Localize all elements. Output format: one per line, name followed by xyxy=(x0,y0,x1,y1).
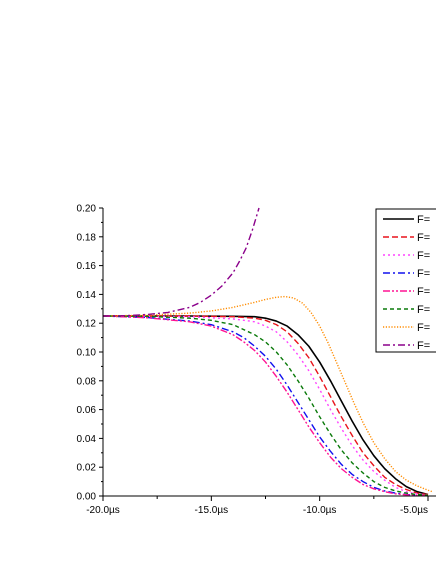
y-tick-label: 0.10 xyxy=(77,348,97,359)
series-line-4 xyxy=(102,315,429,497)
x-tick-label: -20.0µs xyxy=(86,505,120,516)
legend: F= F= F= F= F= F= F= F= xyxy=(375,208,436,353)
y-tick-label: 0.16 xyxy=(77,261,97,272)
legend-label-5: F= xyxy=(417,286,430,298)
legend-label-2: F= xyxy=(417,232,430,244)
series-line-2 xyxy=(103,315,429,496)
x-tick-label: -15.0µs xyxy=(195,505,229,516)
y-axis-ticks: 0.00 0.02 0.04 0.06 0.08 0.10 0.12 0.14 0.16 0.18… xyxy=(77,204,103,503)
series-line-5 xyxy=(102,315,429,497)
series-line-6 xyxy=(102,315,429,496)
y-tick-label: 0.04 xyxy=(77,434,97,445)
legend-label-3: F= xyxy=(417,250,430,262)
legend-label-6: F= xyxy=(417,304,430,316)
y-tick-label: 0.20 xyxy=(77,204,97,215)
y-tick-label: 0.12 xyxy=(77,319,97,330)
legend-label-7: F= xyxy=(417,322,430,334)
legend-items: F= F= F= F= F= F= F= F= xyxy=(383,214,430,352)
x-tick-label: -5.0µs xyxy=(400,505,428,516)
legend-label-1: F= xyxy=(417,214,430,226)
x-tick-label: -10.0µs xyxy=(303,505,337,516)
legend-box xyxy=(375,208,436,353)
series-layer xyxy=(102,207,433,497)
series-line-1 xyxy=(103,315,429,496)
y-tick-label: 0.06 xyxy=(77,405,97,416)
y-tick-label: 0.00 xyxy=(77,492,97,503)
series-line-8 xyxy=(102,207,260,317)
y-tick-label: 0.14 xyxy=(77,290,97,301)
legend-label-4: F= xyxy=(417,268,430,280)
y-tick-label: 0.08 xyxy=(77,376,97,387)
x-axis-ticks: -20.0µs -15.0µs -10.0µs -5.0µs xyxy=(86,496,429,516)
y-tick-label: 0.18 xyxy=(77,232,97,243)
legend-label-8: F= xyxy=(417,340,430,352)
y-tick-label: 0.02 xyxy=(77,463,97,474)
